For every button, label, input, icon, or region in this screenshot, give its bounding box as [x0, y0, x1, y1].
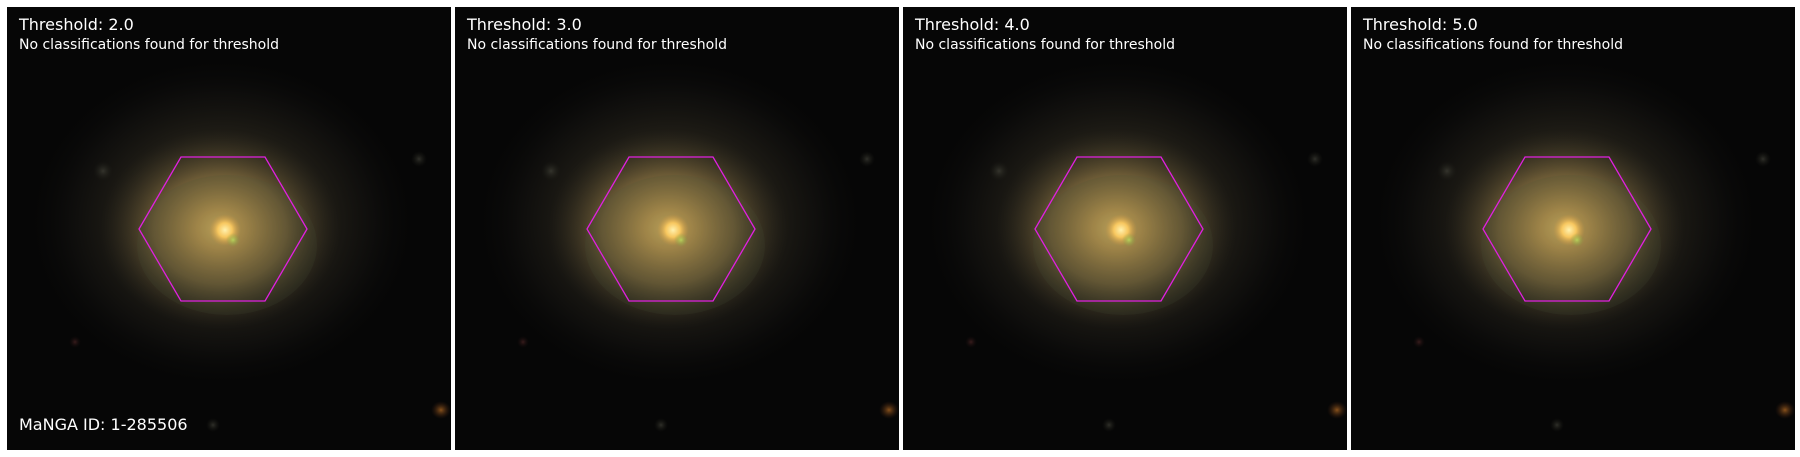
panel-title: Threshold: 4.0 — [915, 15, 1030, 34]
panel-subtitle: No classifications found for threshold — [19, 37, 279, 53]
galaxy-image — [903, 7, 1347, 450]
hexagon-overlay — [138, 156, 308, 302]
hexagon-overlay — [1034, 156, 1204, 302]
panel-title: Threshold: 2.0 — [19, 15, 134, 34]
panel-title: Threshold: 3.0 — [467, 15, 582, 34]
image-panel-1: Threshold: 2.0 No classifications found … — [7, 7, 451, 450]
image-panel-3: Threshold: 4.0 No classifications found … — [903, 7, 1347, 450]
galaxy-image — [7, 7, 451, 450]
hexagon-overlay — [1482, 156, 1652, 302]
panel-title: Threshold: 5.0 — [1363, 15, 1478, 34]
hexagon-overlay — [586, 156, 756, 302]
panel-subtitle: No classifications found for threshold — [1363, 37, 1623, 53]
galaxy-image — [455, 7, 899, 450]
image-panel-2: Threshold: 3.0 No classifications found … — [455, 7, 899, 450]
manga-id-label: MaNGA ID: 1-285506 — [19, 415, 188, 434]
panel-subtitle: No classifications found for threshold — [467, 37, 727, 53]
image-panel-4: Threshold: 5.0 No classifications found … — [1351, 7, 1795, 450]
panel-subtitle: No classifications found for threshold — [915, 37, 1175, 53]
galaxy-image — [1351, 7, 1795, 450]
